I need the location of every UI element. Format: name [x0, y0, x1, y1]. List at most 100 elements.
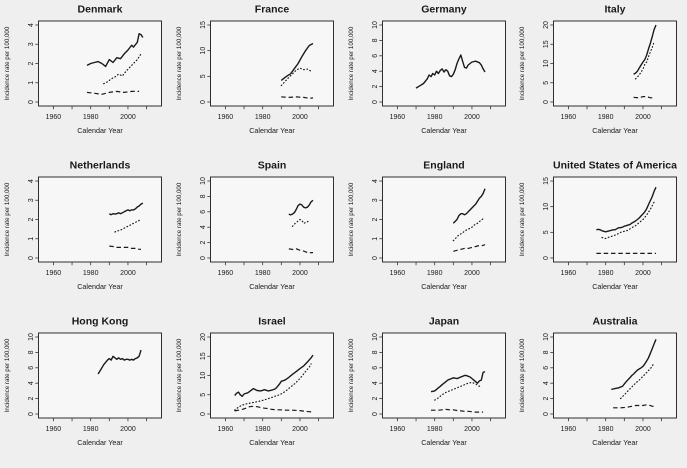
chart-panel-israel: Israel 1960 1980 2000 0 5 10 15 20 Incidence rate…: [172, 312, 344, 468]
x-tick-label: 2000: [464, 426, 480, 433]
y-tick-label: 4: [28, 23, 35, 27]
x-tick-label: 1960: [46, 270, 62, 277]
y-tick-label: 8: [372, 350, 379, 354]
x-tick-label: 1980: [255, 426, 271, 433]
x-tick-label: 1960: [217, 426, 233, 433]
plot-box: [209, 20, 334, 107]
plot-box: [381, 176, 506, 263]
x-tick-label: 1980: [598, 114, 614, 121]
y-tick-label: 8: [372, 38, 379, 42]
y-tick-label: 8: [28, 350, 35, 354]
y-tick-label: 15: [200, 352, 207, 360]
y-tick-label: 10: [543, 333, 550, 341]
series-solid-line: [108, 202, 144, 216]
plot-box: [553, 20, 678, 107]
series-dashed-line: [288, 248, 313, 254]
panel-svg: Japan 1960 1980 2000 0 2 4 6 8 10 Incidence rate p…: [348, 316, 506, 447]
series-dotted-line: [433, 381, 482, 401]
y-tick-label: 1: [28, 237, 35, 241]
y-tick-label: 6: [543, 366, 550, 370]
x-tick-label: 2000: [120, 426, 136, 433]
panel-svg: England 1960 1980 2000 0 1 2 3 4 Incidence rate p…: [348, 160, 506, 291]
y-tick-label: 10: [543, 203, 550, 211]
y-tick-label: 10: [543, 60, 550, 68]
panel-title: England: [423, 160, 464, 172]
y-tick-label: 4: [372, 179, 379, 183]
y-tick-label: 0: [28, 256, 35, 260]
panel-svg: Denmark 1960 1980 2000 0 1 2 3 4 Incidence rate p…: [4, 4, 162, 135]
y-tick-label: 1: [28, 81, 35, 85]
panel-svg: France 1960 1980 2000 0 5 10 15 Incidence rate p…: [176, 4, 334, 135]
y-tick-label: 15: [200, 21, 207, 29]
x-axis-label: Calendar Year: [249, 438, 295, 447]
panel-title: Spain: [257, 160, 286, 172]
x-tick-label: 2000: [292, 114, 308, 121]
y-tick-label: 8: [200, 194, 207, 198]
x-tick-label: 1960: [217, 114, 233, 121]
y-tick-label: 2: [28, 61, 35, 65]
x-axis-label: Calendar Year: [592, 282, 638, 291]
y-tick-label: 4: [28, 381, 35, 385]
y-tick-label: 6: [28, 366, 35, 370]
y-tick-label: 20: [543, 21, 550, 29]
series-dashed-line: [109, 245, 141, 250]
chart-panel-united-states-of-america: United States of America 1960 1980 2000 0 5 10…: [515, 156, 687, 312]
y-axis-label: Incidence rate per 100,000: [176, 338, 183, 412]
x-tick-label: 1980: [426, 426, 442, 433]
y-tick-label: 4: [200, 225, 207, 229]
chart-panel-australia: Australia 1960 1980 2000 0 2 4 6 8 10 Incidence ra…: [515, 312, 687, 468]
panel-svg: Spain 1960 1980 2000 0 2 4 6 8 10 Incidence rate p…: [176, 160, 334, 291]
x-tick-label: 1960: [561, 114, 577, 121]
series-dotted-line: [291, 218, 310, 228]
series-dashed-line: [452, 243, 485, 252]
x-tick-label: 2000: [292, 426, 308, 433]
panel-title: Japan: [428, 316, 458, 328]
x-tick-label: 1980: [255, 270, 271, 277]
y-tick-label: 20: [200, 333, 207, 341]
panel-svg: Netherlands 1960 1980 2000 0 1 2 3 4 Incidence ra…: [4, 160, 162, 291]
y-tick-label: 0: [200, 412, 207, 416]
x-tick-label: 1960: [561, 426, 577, 433]
y-axis-label: Incidence rate per 100,000: [348, 338, 355, 412]
y-tick-label: 2: [372, 217, 379, 221]
x-axis-label: Calendar Year: [249, 126, 295, 135]
series-solid-line: [233, 354, 314, 398]
y-tick-label: 2: [372, 85, 379, 89]
panel-title: Denmark: [78, 4, 123, 16]
chart-panel-netherlands: Netherlands 1960 1980 2000 0 1 2 3 4 Incidence ra…: [0, 156, 172, 312]
x-tick-label: 2000: [635, 114, 651, 121]
x-axis-label: Calendar Year: [592, 438, 638, 447]
x-tick-label: 1980: [255, 114, 271, 121]
y-axis-label: Incidence rate per 100,000: [519, 182, 526, 256]
panel-svg: Germany 1960 1980 2000 0 2 4 6 8 10 Incidence rate…: [348, 4, 506, 135]
series-dotted-line: [452, 217, 484, 242]
panel-title: United States of America: [553, 160, 677, 172]
panel-svg: Hong Kong 1960 1980 2000 0 2 4 6 8 10 Incidence ra…: [4, 316, 162, 447]
x-tick-label: 2000: [120, 270, 136, 277]
series-solid-line: [288, 199, 314, 216]
panel-svg: United States of America 1960 1980 2000 0 5 10…: [519, 160, 678, 292]
series-dashed-line: [430, 408, 483, 413]
y-tick-label: 5: [200, 393, 207, 397]
y-tick-label: 0: [200, 256, 207, 260]
x-tick-label: 2000: [464, 270, 480, 277]
x-axis-label: Calendar Year: [421, 126, 467, 135]
y-tick-label: 0: [372, 412, 379, 416]
x-axis-label: Calendar Year: [249, 282, 295, 291]
plot-box: [209, 176, 334, 263]
plot-box: [381, 332, 506, 419]
y-axis-label: Incidence rate per 100,000: [519, 26, 526, 100]
y-tick-label: 5: [543, 81, 550, 85]
y-tick-label: 4: [28, 179, 35, 183]
x-tick-label: 1980: [83, 114, 99, 121]
y-tick-label: 6: [200, 210, 207, 214]
series-dashed-line: [234, 405, 313, 413]
y-axis-label: Incidence rate per 100,000: [4, 338, 11, 412]
y-tick-label: 5: [200, 74, 207, 78]
y-tick-label: 4: [543, 381, 550, 385]
y-axis-label: Incidence rate per 100,000: [519, 338, 526, 412]
y-axis-label: Incidence rate per 100,000: [4, 26, 11, 100]
plot-box: [553, 176, 678, 263]
series-dotted-line: [601, 201, 655, 240]
